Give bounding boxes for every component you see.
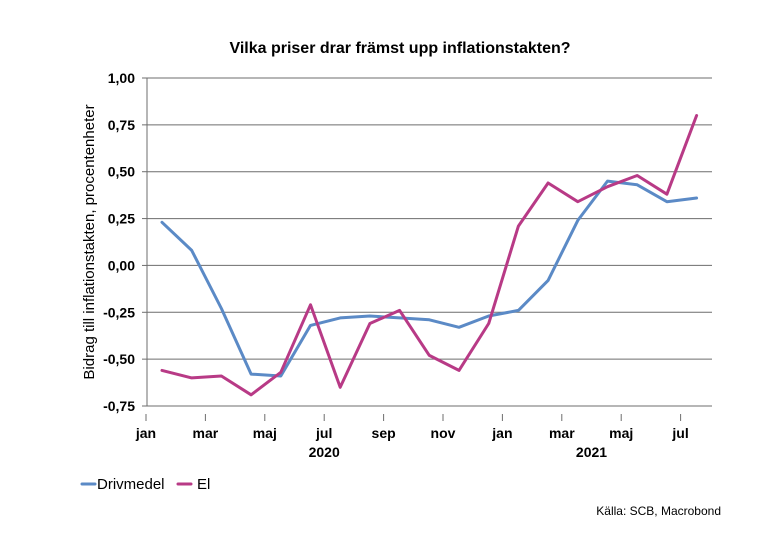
y-tick-label: 0,00 (108, 257, 135, 273)
y-tick-label: 0,75 (108, 117, 135, 133)
x-tick-label: sep (372, 425, 396, 441)
x-axis-ticks: jan mar maj jul sep nov jan mar maj jul 2020 2021 (135, 425, 689, 460)
series-line-drivmedel (160, 179, 699, 378)
legend-label: El (197, 476, 210, 493)
y-tick-label: -0,25 (103, 304, 135, 320)
x-year-label: 2021 (576, 444, 607, 460)
y-tick-label: -0,50 (103, 351, 135, 367)
chart-title: Vilka priser drar främst upp inflationst… (229, 40, 570, 57)
x-tick-label: jul (315, 425, 332, 441)
series-lines (160, 114, 699, 397)
x-tick-label: mar (193, 425, 219, 441)
x-tick-label: jan (135, 425, 156, 441)
y-tick-label: 0,25 (108, 211, 135, 227)
x-year-label: 2020 (309, 444, 340, 460)
x-tick-label: jan (491, 425, 512, 441)
x-tick-label: maj (253, 425, 277, 441)
y-axis-ticks: 1,00 0,75 0,50 0,25 0,00 -0,25 -0,50 -0,75 (103, 70, 135, 414)
x-tick-label: jul (671, 425, 688, 441)
x-axis (145, 78, 682, 421)
legend: Drivmedel El (80, 476, 210, 493)
y-tick-label: 0,50 (108, 164, 135, 180)
y-axis-label: Bidrag till inflationstakten, procentenh… (81, 104, 98, 379)
y-tick-label: 1,00 (108, 70, 135, 86)
x-tick-label: maj (609, 425, 633, 441)
source-note: Källa: SCB, Macrobond (596, 504, 721, 518)
y-tick-label: -0,75 (103, 398, 135, 414)
series-line-el (160, 114, 699, 397)
x-tick-label: nov (431, 425, 456, 441)
grid (142, 77, 712, 407)
x-tick-label: mar (549, 425, 575, 441)
legend-label: Drivmedel (97, 476, 165, 493)
